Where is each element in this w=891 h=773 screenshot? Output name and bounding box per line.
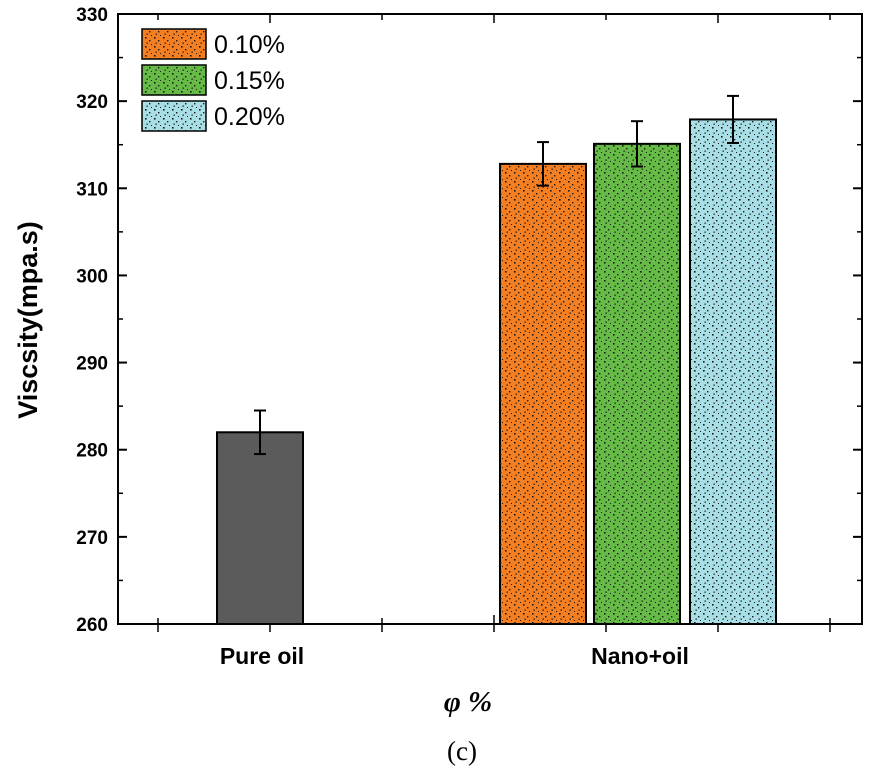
figure-caption: (c) — [447, 736, 477, 766]
category-labels: Pure oil Nano+oil — [220, 643, 689, 669]
y-tick-label: 280 — [76, 441, 108, 462]
legend-swatch-texture — [142, 101, 206, 131]
bars-group — [216, 118, 777, 625]
legend-label: 0.15% — [214, 67, 285, 95]
legend-label: 0.10% — [214, 31, 285, 59]
legend-swatch-texture — [142, 29, 206, 59]
y-tick-label: 270 — [76, 528, 108, 549]
y-tick-label: 320 — [76, 92, 108, 113]
y-tick-label: 310 — [76, 179, 108, 200]
x-axis-title: φ % — [444, 686, 492, 718]
error-bars-group — [254, 94, 739, 456]
y-tick-label: 300 — [76, 266, 108, 287]
y-tick-label: 330 — [76, 5, 108, 26]
bar-texture — [500, 163, 586, 624]
legend: 0.10% 0.15% 0.20% — [141, 28, 285, 132]
y-axis-ticks: 260 270 280 290 300 310 320 330 — [76, 5, 862, 636]
category-label: Pure oil — [220, 643, 304, 669]
y-axis-title: Viscsity(mpa.s) — [13, 221, 43, 419]
legend-label: 0.20% — [214, 103, 285, 131]
bar-pure-oil — [216, 431, 304, 625]
bar-texture — [594, 143, 680, 625]
legend-swatch-texture — [142, 65, 206, 95]
y-tick-label: 290 — [76, 354, 108, 375]
y-tick-label: 260 — [76, 615, 108, 636]
bar-texture — [690, 119, 776, 624]
category-label: Nano+oil — [591, 643, 689, 669]
